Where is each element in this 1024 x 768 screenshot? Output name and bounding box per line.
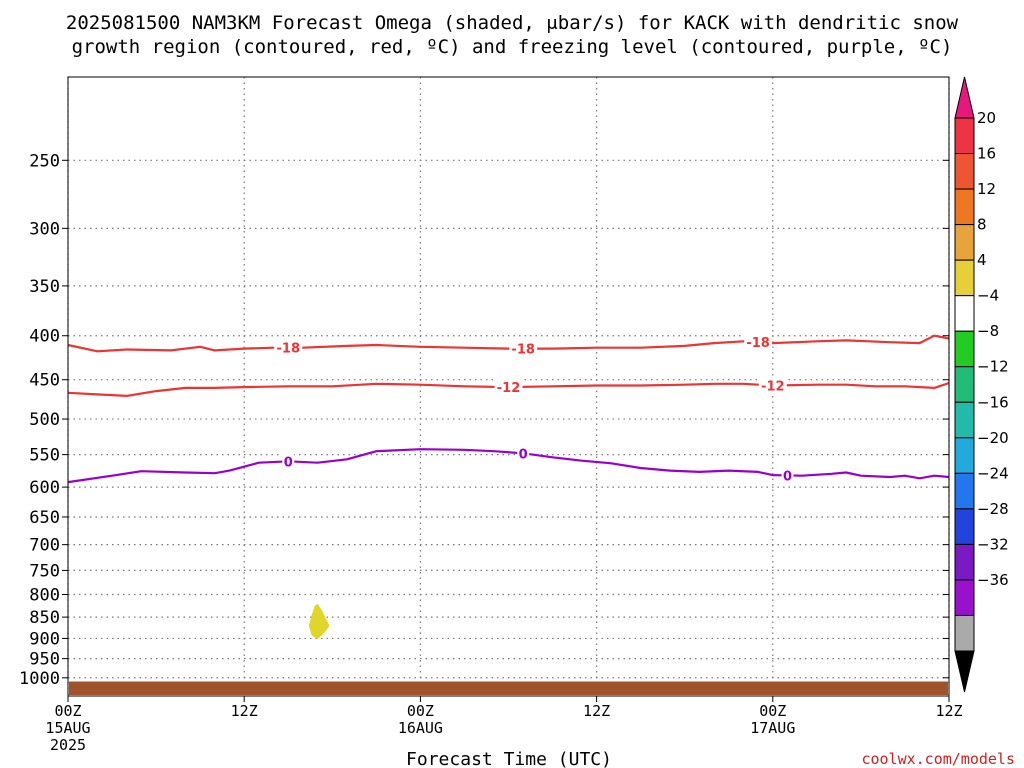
contour-label-bg <box>781 467 794 484</box>
colorbar-label: 20 <box>977 109 996 127</box>
colorbar-segment <box>954 401 975 439</box>
colorbar-segment <box>954 330 975 368</box>
colorbar-segment <box>954 472 975 510</box>
y-tick-label: 350 <box>29 277 60 297</box>
colorbar-label: −32 <box>977 535 1009 553</box>
omega-shaded-region <box>308 603 330 640</box>
colorbar-segment <box>954 508 975 545</box>
contour-label: 0 <box>284 455 293 470</box>
contour-label-bg <box>758 377 787 394</box>
x-tick-date: 16AUG <box>398 719 443 737</box>
colorbar-segment <box>954 117 975 155</box>
x-tick-label: 12Z <box>935 702 962 720</box>
contour-label-bg <box>517 445 530 462</box>
x-tick-label: 00Z <box>407 702 434 720</box>
colorbar-label: −20 <box>977 429 1009 447</box>
colorbar-label: 12 <box>977 180 996 198</box>
contour-label: -18 <box>746 336 770 351</box>
colorbar-segment <box>954 366 975 403</box>
omega-shading <box>308 603 330 640</box>
y-tick-label: 500 <box>29 410 60 430</box>
chart-title-line-2: growth region (contoured, red, ºC) and f… <box>72 36 953 58</box>
colorbar-segment <box>954 543 975 581</box>
chart-title-line-1: 2025081500 NAM3KM Forecast Omega (shaded… <box>66 12 959 34</box>
contour-layer: -18 -18 -18 -12 -12 0 0 0 <box>67 334 950 484</box>
colorbar-segment <box>954 579 975 616</box>
credit-text: coolwx.com/models <box>861 750 1015 768</box>
contour-label: -18 <box>511 343 535 358</box>
x-tick-label: 00Z <box>759 702 786 720</box>
y-tick-label: 650 <box>29 508 60 528</box>
y-tick-label: 950 <box>29 650 60 670</box>
colorbar-segment <box>954 259 975 297</box>
colorbar-bottom-arrow <box>954 650 975 693</box>
colorbar-label: −4 <box>977 287 999 305</box>
contour-label: -18 <box>277 342 301 357</box>
y-axis: 2503003504004505005506006507007508008509… <box>19 151 949 689</box>
x-tick-date: 15AUG <box>45 719 90 737</box>
colorbar: 20 16 12 8 4 −4 −8 −12 −16 −20 −24 −28 −32 −36 <box>954 76 1009 693</box>
colorbar-top-arrow <box>954 76 975 119</box>
contour-label: 0 <box>519 447 528 462</box>
contour-line <box>67 334 950 353</box>
colorbar-label: 4 <box>977 251 987 269</box>
ground-layer <box>69 681 948 695</box>
contour-label-bg <box>509 340 538 357</box>
contour-label: 0 <box>783 469 792 484</box>
contour-label-bg <box>744 334 773 351</box>
plot-frame <box>67 76 950 697</box>
y-tick-label: 800 <box>29 585 60 605</box>
colorbar-segment <box>954 614 975 652</box>
contour-label-bg <box>282 453 295 470</box>
x-tick-year: 2025 <box>50 736 86 754</box>
colorbar-segment <box>954 153 975 190</box>
colorbar-segment <box>954 437 975 474</box>
colorbar-label: 8 <box>977 216 987 234</box>
y-tick-label: 400 <box>29 327 60 347</box>
y-tick-label: 300 <box>29 219 60 239</box>
contour-label: -12 <box>497 381 521 396</box>
y-tick-label: 750 <box>29 561 60 581</box>
y-tick-label: 700 <box>29 536 60 556</box>
x-tick-label: 00Z <box>54 702 81 720</box>
y-tick-label: 900 <box>29 629 60 649</box>
colorbar-label: −36 <box>977 571 1009 589</box>
colorbar-label: −8 <box>977 322 999 340</box>
y-tick-label: 1000 <box>19 669 60 689</box>
colorbar-segment <box>954 224 975 261</box>
colorbar-label: −24 <box>977 464 1009 482</box>
ground-band <box>69 681 948 695</box>
contour-line <box>67 448 950 484</box>
contour-label: -12 <box>761 379 785 394</box>
y-tick-label: 250 <box>29 151 60 171</box>
colorbar-label: −16 <box>977 393 1009 411</box>
contour-label-bg <box>274 339 303 356</box>
x-axis-label: Forecast Time (UTC) <box>406 749 612 768</box>
colorbar-segment <box>954 295 975 332</box>
x-tick-label: 12Z <box>583 702 610 720</box>
plot-area: -18 -18 -18 -12 -12 0 0 0 <box>67 76 950 697</box>
x-tick-label: 12Z <box>231 702 258 720</box>
contour-line <box>67 381 950 397</box>
y-tick-label: 450 <box>29 371 60 391</box>
x-tick-date: 17AUG <box>750 719 795 737</box>
colorbar-label: −12 <box>977 358 1009 376</box>
y-tick-label: 550 <box>29 446 60 466</box>
colorbar-label: −28 <box>977 500 1009 518</box>
y-tick-label: 600 <box>29 478 60 498</box>
y-tick-label: 850 <box>29 608 60 628</box>
colorbar-segment <box>954 188 975 226</box>
colorbar-label: 16 <box>977 145 996 163</box>
contour-label-bg <box>494 379 523 396</box>
